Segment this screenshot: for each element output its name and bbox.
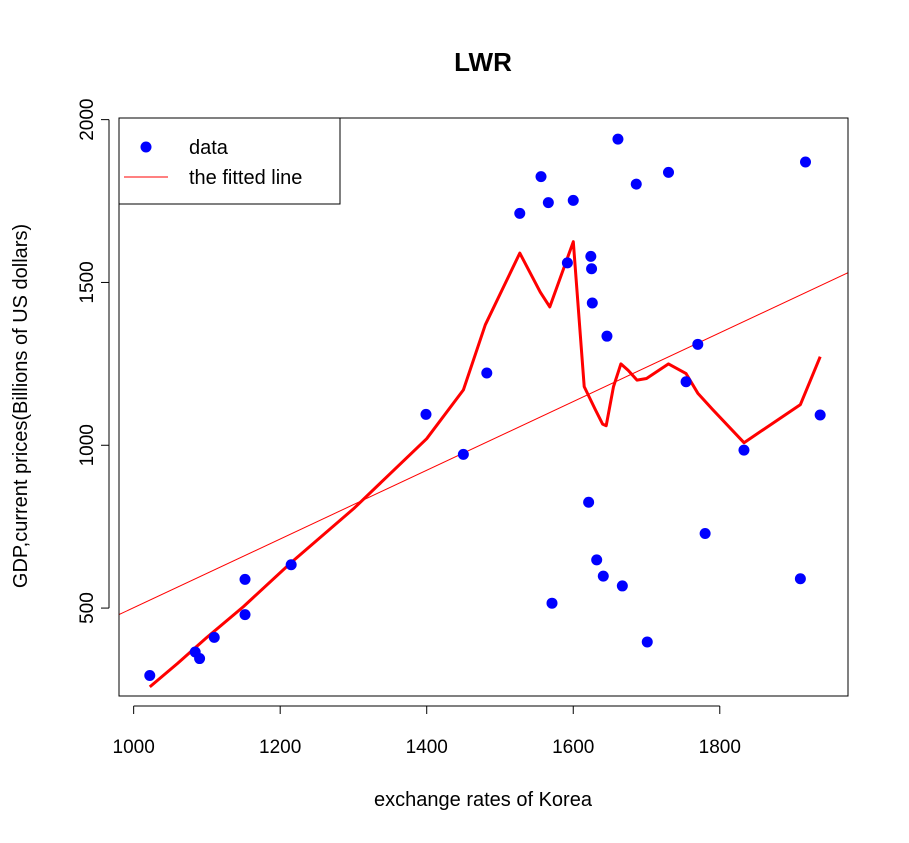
data-point <box>514 207 526 219</box>
x-tick-label: 1200 <box>259 737 301 758</box>
legend-box <box>118 117 341 205</box>
lwr-curve <box>148 240 822 689</box>
data-point <box>591 554 603 566</box>
data-point <box>542 197 554 209</box>
chart-title: LWR <box>454 47 512 77</box>
data-point <box>144 669 156 681</box>
axes: 1000 1200 1400 1600 1800 500 1000 1500 2000 <box>77 98 849 758</box>
data-point <box>208 631 220 643</box>
data-point <box>630 178 642 190</box>
x-tick-label: 1800 <box>699 737 741 758</box>
data-point <box>597 570 609 582</box>
data-point <box>738 444 750 456</box>
data-point <box>814 409 826 421</box>
x-tick-label: 1600 <box>552 737 594 758</box>
data-point <box>239 609 251 621</box>
y-tick-label: 500 <box>77 592 98 624</box>
x-tick-label: 1400 <box>406 737 448 758</box>
data-point <box>535 171 547 183</box>
data-point <box>800 156 812 168</box>
x-axis-label: exchange rates of Korea <box>374 789 593 811</box>
data-point <box>692 338 704 350</box>
legend-label-fitted: the fitted line <box>189 167 302 189</box>
data-point <box>601 330 613 342</box>
data-point <box>583 496 595 508</box>
legend-point-symbol <box>140 141 152 153</box>
data-point <box>239 573 251 585</box>
data-point <box>561 257 573 269</box>
data-point <box>699 528 711 540</box>
data-point <box>641 636 653 648</box>
legend-label-data: data <box>189 137 229 159</box>
plot-area <box>119 133 848 689</box>
data-point <box>285 559 297 571</box>
y-tick-label: 1500 <box>77 261 98 303</box>
data-point <box>586 297 598 309</box>
data-point <box>662 166 674 178</box>
data-point <box>457 448 469 460</box>
data-point <box>794 573 806 585</box>
y-tick-label: 2000 <box>77 98 98 140</box>
data-point <box>546 597 558 609</box>
data-point <box>612 133 624 145</box>
plot-frame <box>118 117 849 697</box>
data-point <box>420 408 432 420</box>
data-point <box>194 653 206 665</box>
fitted-line <box>119 272 848 616</box>
data-point <box>585 250 597 262</box>
y-tick-label: 1000 <box>77 424 98 466</box>
data-point <box>680 376 692 388</box>
data-point <box>586 263 598 275</box>
y-axis-label: GDP,current prices(Billions of US dollar… <box>10 224 32 588</box>
data-point <box>616 580 628 592</box>
data-point <box>567 194 579 206</box>
data-point <box>481 367 493 379</box>
x-tick-label: 1000 <box>113 737 155 758</box>
legend: data the fitted line <box>118 117 341 205</box>
